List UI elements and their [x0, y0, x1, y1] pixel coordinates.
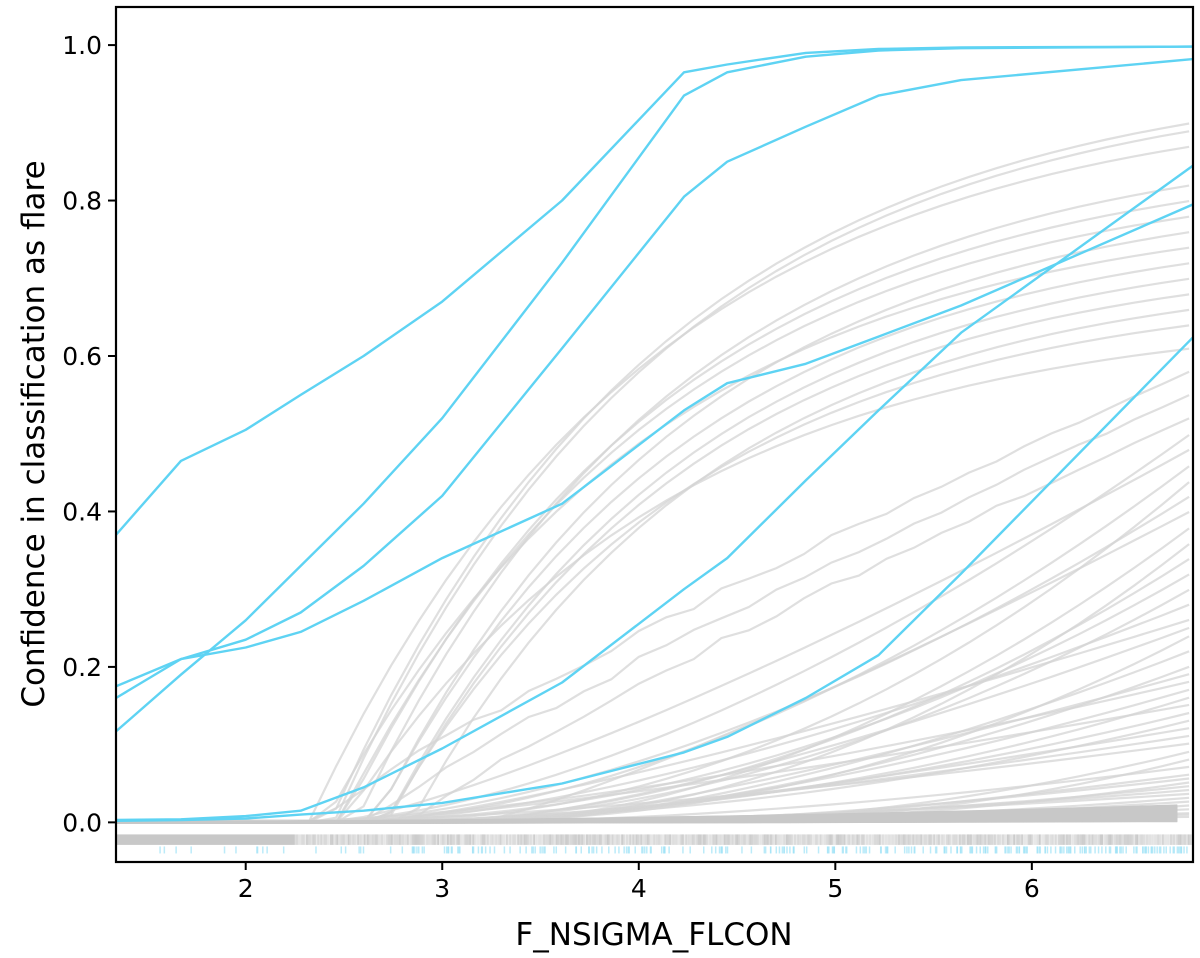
background-line — [116, 573, 1190, 822]
y-tick-label: 0.4 — [62, 497, 102, 526]
x-tick-label: 3 — [434, 874, 450, 903]
rug-plot — [116, 834, 1193, 854]
rug-gray-band — [116, 834, 295, 845]
x-tick-label: 6 — [1024, 874, 1040, 903]
x-axis-title: F_NSIGMA_FLCON — [515, 917, 792, 953]
y-axis-title: Confidence in classification as flare — [16, 160, 52, 707]
plot-frame — [114, 5, 1195, 864]
highlighted-flare-lines — [116, 45, 1193, 822]
background-line — [116, 543, 1190, 822]
y-tick-label: 1.0 — [62, 31, 102, 60]
highlight-line-flare-4 — [116, 203, 1193, 688]
y-axis-ticks: 0.0 0.2 0.4 0.6 0.8 1.0 — [62, 31, 116, 837]
y-tick-label: 0.8 — [62, 187, 102, 216]
highlight-line-flare-6 — [116, 336, 1193, 822]
background-line — [116, 308, 1190, 824]
highlight-line-flare-2 — [116, 45, 1193, 733]
background-line — [116, 465, 1190, 822]
highlight-line-flare-1 — [116, 45, 1193, 536]
highlight-line-flare-5 — [116, 164, 1193, 822]
y-tick-label: 0.0 — [62, 808, 102, 837]
x-tick-label: 2 — [238, 874, 254, 903]
x-axis-ticks: 2 3 4 5 6 — [238, 862, 1040, 903]
background-line — [116, 246, 1190, 824]
background-line — [116, 814, 1178, 824]
x-tick-label: 5 — [827, 874, 843, 903]
background-ice-lines — [116, 122, 1190, 824]
y-tick-label: 0.6 — [62, 342, 102, 371]
x-tick-label: 4 — [631, 874, 647, 903]
background-line — [116, 324, 1190, 824]
y-tick-label: 0.2 — [62, 653, 102, 682]
highlight-line-flare-3 — [116, 57, 1193, 700]
